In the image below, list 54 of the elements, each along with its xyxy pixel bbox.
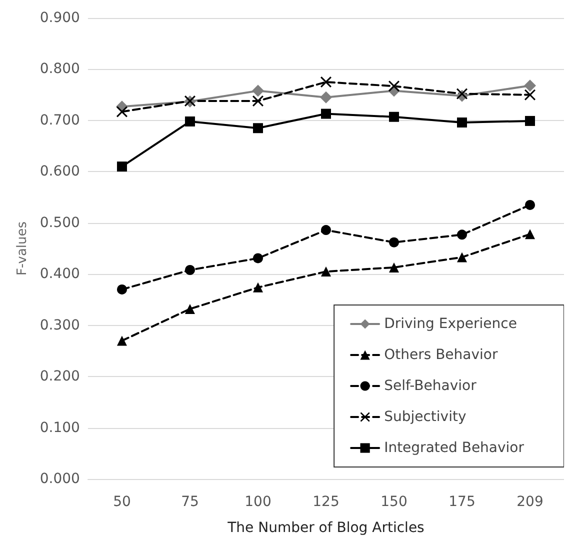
y-tick-label: 0.000 — [40, 471, 80, 487]
legend-label: Others Behavior — [384, 347, 498, 363]
x-tick-label: 100 — [244, 494, 272, 510]
y-tick-label: 0.900 — [40, 10, 80, 26]
point — [456, 252, 467, 262]
point — [525, 200, 535, 210]
point — [320, 266, 331, 277]
x-tick-label: 209 — [516, 494, 544, 510]
point — [116, 162, 127, 172]
legend-label: Self-Behavior — [384, 378, 477, 394]
point — [524, 80, 536, 92]
x-tick-label: 75 — [181, 494, 199, 510]
legend-label: Subjectivity — [384, 409, 466, 425]
point — [116, 284, 127, 294]
point — [456, 88, 468, 100]
point — [320, 108, 331, 119]
legend-label: Integrated Behavior — [384, 440, 524, 456]
legend-label: Driving Experience — [384, 316, 517, 332]
point — [388, 80, 400, 92]
point — [456, 117, 467, 128]
point — [184, 304, 195, 314]
y-tick-label: 0.700 — [40, 112, 80, 128]
point — [116, 106, 128, 118]
y-tick-label: 0.200 — [40, 368, 80, 385]
point — [321, 225, 331, 236]
y-tick-label: 0.400 — [40, 266, 80, 282]
point — [320, 91, 332, 104]
point — [252, 253, 263, 264]
point — [252, 95, 264, 106]
y-tick-label: 0.100 — [40, 420, 80, 436]
point — [524, 89, 536, 100]
x-tick-label: 125 — [312, 494, 340, 510]
point — [388, 262, 399, 272]
x-tick-label: 150 — [380, 494, 408, 510]
point — [116, 336, 127, 346]
point — [252, 84, 264, 97]
point — [388, 112, 399, 122]
y-axis-title: F-values — [15, 221, 30, 276]
point — [320, 76, 332, 88]
point — [525, 116, 535, 126]
x-axis-title: The Number of Blog Articles — [226, 520, 424, 536]
point — [252, 123, 263, 134]
point — [525, 229, 535, 240]
point — [252, 282, 263, 292]
y-tick-label: 0.800 — [40, 61, 80, 78]
point — [184, 116, 195, 126]
point — [457, 230, 467, 240]
y-tick-label: 0.300 — [40, 317, 80, 334]
point — [389, 237, 399, 248]
x-tick-label: 50 — [113, 494, 131, 510]
y-tick-label: 0.600 — [40, 164, 80, 180]
point — [184, 265, 195, 276]
y-tick-label: 0.500 — [40, 214, 80, 231]
x-tick-label: 175 — [448, 494, 476, 510]
